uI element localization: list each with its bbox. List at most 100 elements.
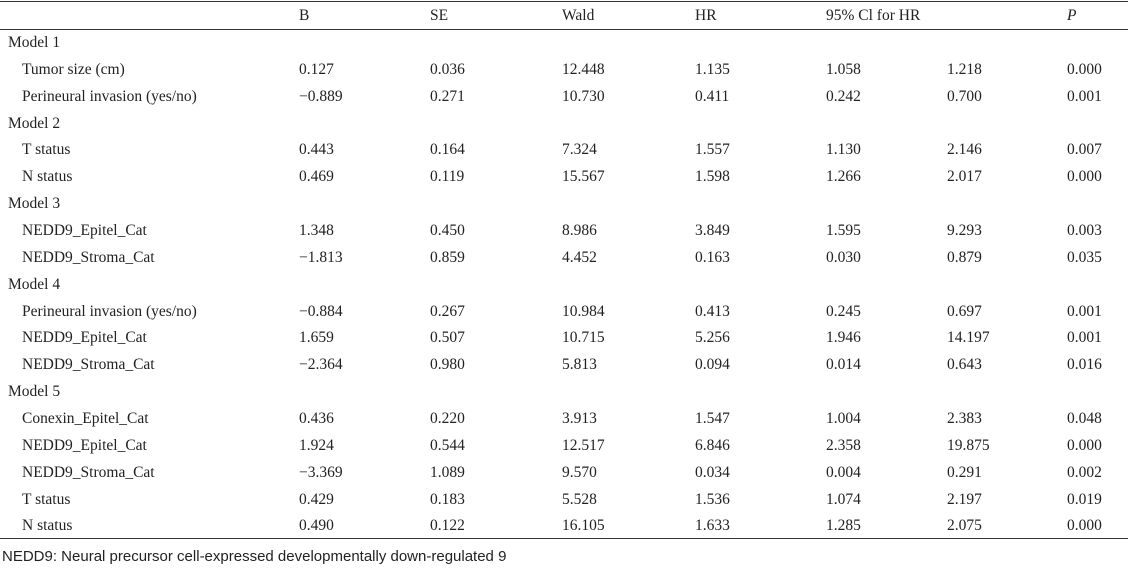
cell-hr: 0.163 [695, 248, 730, 266]
cell-ci-low: 0.245 [826, 302, 861, 320]
cell-ci-high: 0.700 [947, 87, 982, 105]
cell-se: 0.544 [430, 436, 465, 454]
cell-ci-high: 2.146 [947, 141, 982, 159]
variable-label: Perineural invasion (yes/no) [22, 302, 197, 320]
cell-p: 0.002 [1067, 463, 1102, 481]
cell-b: −0.889 [299, 87, 343, 105]
cell-ci-high: 1.218 [947, 60, 982, 78]
cell-b: 0.443 [299, 141, 334, 159]
cell-se: 0.980 [430, 356, 465, 374]
cell-hr: 1.547 [695, 409, 730, 427]
model-label: Model 1 [8, 34, 61, 51]
table-row: Conexin_Epitel_Cat 0.436 0.220 3.913 1.547 1.… [0, 405, 1128, 432]
cell-ci-low: 1.004 [826, 409, 861, 427]
cell-p: 0.001 [1067, 302, 1102, 320]
cell-se: 0.119 [430, 168, 465, 186]
cell-se: 0.271 [430, 87, 465, 105]
cell-b: −2.364 [299, 356, 343, 374]
cell-ci-high: 2.017 [947, 168, 982, 186]
cell-ci-high: 2.383 [947, 409, 982, 427]
cell-se: 0.450 [430, 222, 465, 239]
variable-label: NEDD9_Stroma_Cat [22, 356, 155, 374]
table-header-row: B SE Wald HR 95% Cl for HR P [0, 2, 1128, 29]
cell-se: 0.859 [430, 248, 465, 266]
cell-wald: 10.730 [562, 87, 605, 105]
variable-label: NEDD9_Stroma_Cat [22, 248, 155, 266]
cell-hr: 5.256 [695, 329, 730, 347]
cell-ci-high: 14.197 [947, 329, 990, 347]
variable-label: T status [22, 141, 71, 159]
cell-wald: 16.105 [562, 517, 605, 535]
cell-p: 0.000 [1067, 60, 1102, 78]
cell-wald: 12.448 [562, 60, 605, 78]
cell-ci-low: 1.285 [826, 517, 861, 535]
cell-hr: 1.633 [695, 517, 730, 535]
cell-hr: 1.598 [695, 168, 730, 186]
variable-label: N status [22, 168, 73, 186]
table-row: N status 0.490 0.122 16.105 1.633 1.285 2.075 0… [0, 512, 1128, 539]
cell-b: 1.348 [299, 222, 334, 239]
cell-ci-low: 2.358 [826, 436, 861, 454]
cell-hr: 1.536 [695, 490, 730, 508]
cell-p: 0.001 [1067, 87, 1102, 105]
table-row: Perineural invasion (yes/no) −0.884 0.267 1… [0, 298, 1128, 325]
cell-hr: 1.557 [695, 141, 730, 159]
cell-se: 0.183 [430, 490, 465, 508]
model-label: Model 3 [8, 195, 61, 213]
cell-wald: 10.715 [562, 329, 605, 347]
header-ci: 95% Cl for HR [826, 7, 921, 24]
cell-se: 1.089 [430, 463, 465, 481]
table-row: T status 0.429 0.183 5.528 1.536 1.074 2.197 0.… [0, 486, 1128, 513]
header-hr: HR [695, 7, 717, 24]
header-wald: Wald [562, 7, 595, 24]
cell-ci-high: 19.875 [947, 436, 990, 454]
variable-label: N status [22, 517, 73, 535]
cell-hr: 0.413 [695, 302, 730, 320]
cell-p: 0.000 [1067, 436, 1102, 454]
cell-p: 0.000 [1067, 517, 1102, 535]
table-top-rule [0, 1, 1128, 2]
cell-ci-low: 1.946 [826, 329, 861, 347]
cell-ci-low: 1.074 [826, 490, 861, 508]
cell-p: 0.048 [1067, 409, 1102, 427]
cell-wald: 4.452 [562, 248, 597, 266]
cell-p: 0.001 [1067, 329, 1102, 347]
cell-ci-high: 0.697 [947, 302, 982, 320]
cell-hr: 0.034 [695, 463, 730, 481]
cell-b: 0.429 [299, 490, 334, 508]
variable-label: T status [22, 490, 71, 508]
cell-hr: 3.849 [695, 222, 730, 239]
cell-b: 1.924 [299, 436, 334, 454]
cell-se: 0.036 [430, 60, 465, 78]
variable-label: NEDD9_Stroma_Cat [22, 463, 155, 481]
cell-hr: 0.094 [695, 356, 730, 374]
header-se: SE [430, 7, 449, 24]
model-label: Model 2 [8, 114, 61, 132]
table-header-rule [0, 29, 1128, 30]
cell-p: 0.016 [1067, 356, 1102, 374]
cell-ci-low: 0.242 [826, 87, 861, 105]
cell-b: 1.659 [299, 329, 334, 347]
variable-label: NEDD9_Epitel_Cat [22, 222, 147, 239]
cell-se: 0.507 [430, 329, 465, 347]
cell-b: 0.127 [299, 60, 334, 78]
cell-ci-low: 0.030 [826, 248, 861, 266]
cell-ci-high: 0.291 [947, 463, 982, 481]
cell-wald: 10.984 [562, 302, 605, 320]
header-p: P [1067, 7, 1077, 24]
cell-se: 0.122 [430, 517, 465, 535]
cell-p: 0.035 [1067, 248, 1102, 266]
model-label: Model 5 [8, 383, 61, 401]
cell-ci-high: 0.879 [947, 248, 982, 266]
table-row: Tumor size (cm) 0.127 0.036 12.448 1.135 1.05… [0, 56, 1128, 83]
cell-ci-high: 2.197 [947, 490, 982, 508]
table-bottom-rule [0, 538, 1128, 539]
cell-hr: 6.846 [695, 436, 730, 454]
variable-label: Conexin_Epitel_Cat [22, 409, 149, 427]
table-row: T status 0.443 0.164 7.324 1.557 1.130 2.146 0.… [0, 136, 1128, 163]
header-b: B [299, 7, 310, 24]
cell-wald: 8.986 [562, 222, 597, 239]
cell-ci-high: 9.293 [947, 222, 982, 239]
cell-wald: 5.528 [562, 490, 597, 508]
table-row: NEDD9_Epitel_Cat 1.348 0.450 8.986 3.849 1.59… [0, 217, 1128, 244]
